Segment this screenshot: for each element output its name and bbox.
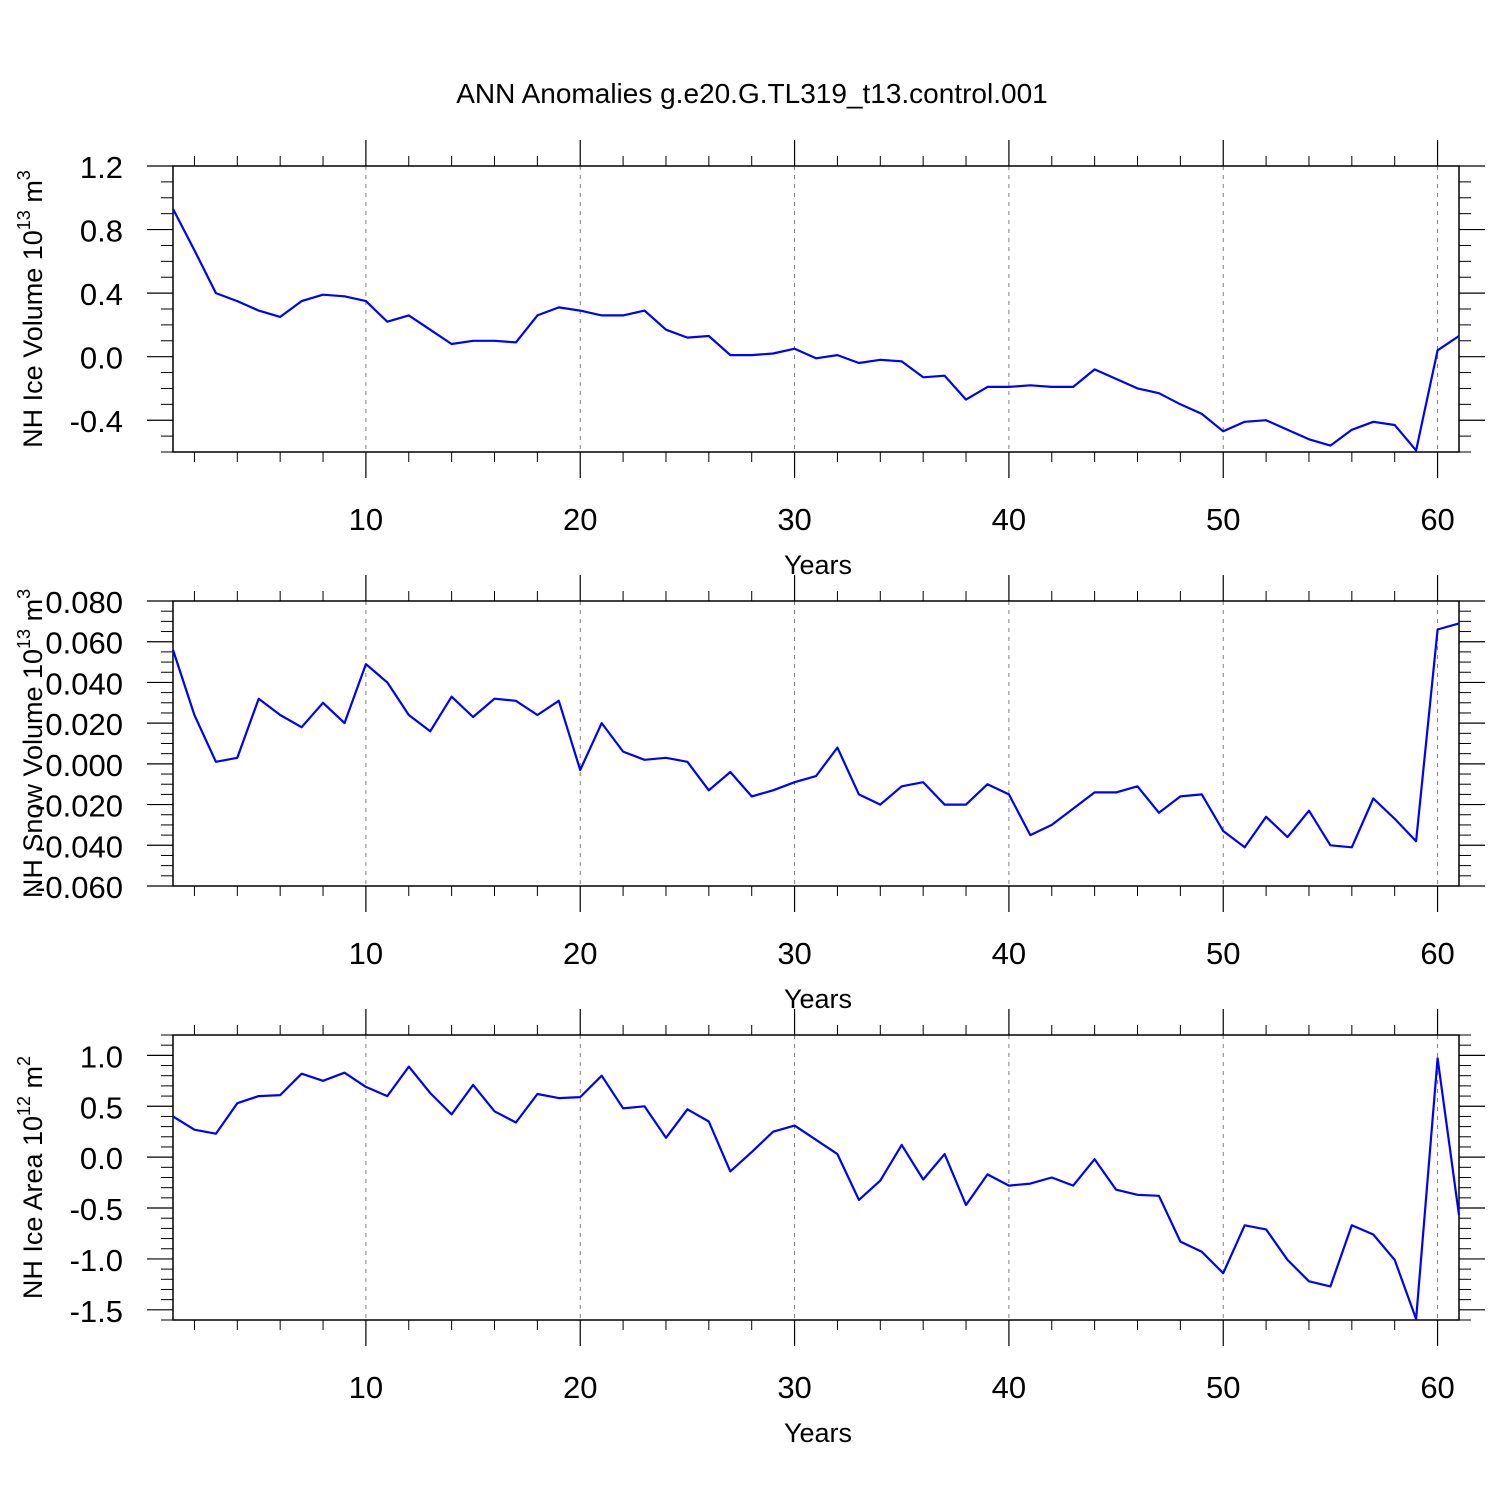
ice-area-x-axis-label: Years [784, 1418, 852, 1448]
ice-volume-x-tick-label: 30 [777, 502, 811, 537]
ice-area-x-tick-label: 60 [1420, 1370, 1454, 1405]
ice-area-y-tick-label: -1.5 [70, 1294, 123, 1329]
snow-volume-x-tick-label: 20 [563, 936, 597, 971]
snow-volume-series-line [171, 622, 1460, 849]
snow-volume-y-axis-label: NH Snow Volume 1013 m3 [14, 589, 48, 898]
ice-volume-plot-frame [172, 165, 1460, 453]
panel-ice-volume: 10 20 30 40 50 60 -0.4 0.0 0.4 0.8 1.2 Years NH Ice … [14, 140, 1485, 580]
ice-volume-x-tick-label: 40 [992, 502, 1026, 537]
ice-volume-y-tick-label: 1.2 [80, 150, 123, 185]
snow-volume-x-tick-label: 10 [349, 936, 383, 971]
ice-volume-y-tick-label: 0.8 [80, 214, 123, 249]
snow-volume-y-tick-label: -0.040 [35, 829, 123, 864]
snow-volume-y-tick-label: 0.020 [45, 707, 123, 742]
ice-area-x-tick-label: 30 [777, 1370, 811, 1405]
ice-area-plot-frame [172, 1034, 1460, 1321]
snow-volume-y-tick-label: 0.040 [45, 666, 123, 701]
ice-volume-x-axis-label: Years [784, 550, 852, 580]
ice-area-x-tick-label: 50 [1206, 1370, 1240, 1405]
ice-area-y-tick-label: -1.0 [70, 1243, 123, 1278]
ice-area-y-tick-label: -0.5 [70, 1192, 123, 1227]
ice-area-y-tick-label: 1.0 [80, 1039, 123, 1074]
ice-volume-series-line [172, 208, 1460, 452]
ice-volume-x-tick-label: 60 [1420, 502, 1454, 537]
ice-volume-x-tick-label: 20 [563, 502, 597, 537]
snow-volume-x-axis-label: Years [784, 984, 852, 1014]
ice-volume-x-tick-label: 50 [1206, 502, 1240, 537]
ice-area-x-tick-label: 40 [992, 1370, 1026, 1405]
snow-volume-x-tick-label: 60 [1420, 936, 1454, 971]
ice-volume-y-tick-label: 0.0 [80, 341, 123, 376]
ice-volume-y-tick-label: -0.4 [70, 404, 123, 439]
ice-area-x-tick-label: 20 [563, 1370, 597, 1405]
panel-snow-volume: 10 20 30 40 50 60 -0.060 -0.040 -0.020 0.000 0.020… [14, 575, 1485, 1014]
snow-volume-x-tick-label: 30 [777, 936, 811, 971]
snow-volume-y-tick-label: 0.000 [45, 748, 123, 783]
ice-area-y-tick-label: 0.5 [80, 1090, 123, 1125]
ice-area-x-tick-label: 10 [349, 1370, 383, 1405]
ice-volume-y-axis-label: NH Ice Volume 1013 m3 [14, 170, 48, 448]
ice-volume-x-tick-label: 10 [349, 502, 383, 537]
snow-volume-x-tick-label: 50 [1206, 936, 1240, 971]
ice-area-series-line [172, 1057, 1461, 1321]
snow-volume-y-tick-label: 0.060 [45, 626, 123, 661]
ice-area-y-tick-label: 0.0 [80, 1141, 123, 1176]
snow-volume-y-tick-label: -0.060 [35, 870, 123, 905]
ice-area-y-axis-label: NH Ice Area 1012 m2 [14, 1056, 48, 1299]
snow-volume-y-tick-label: 0.080 [45, 585, 123, 620]
panel-ice-area: 10 20 30 40 50 60 -1.5 -1.0 -0.5 0.0 0.5 1.0 Years NH… [14, 1009, 1485, 1448]
ice-volume-y-tick-label: 0.4 [80, 277, 123, 312]
snow-volume-x-tick-label: 40 [992, 936, 1026, 971]
snow-volume-plot-frame [172, 600, 1460, 887]
snow-volume-y-tick-label: -0.020 [35, 789, 123, 824]
figure-title: ANN Anomalies g.e20.G.TL319_t13.control.… [456, 78, 1047, 109]
